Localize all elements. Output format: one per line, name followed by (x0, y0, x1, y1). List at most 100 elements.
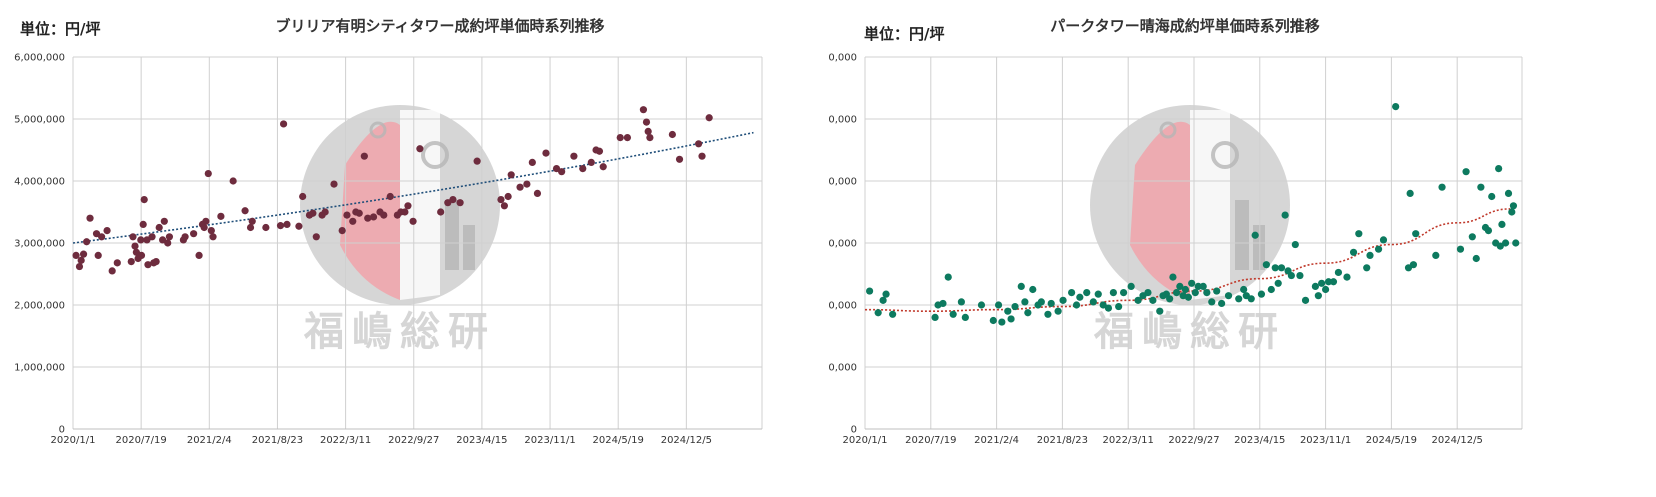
data-point (1181, 285, 1190, 294)
data-point (1409, 261, 1418, 269)
data-point (542, 149, 550, 157)
data-point (570, 152, 578, 160)
data-point (639, 106, 648, 114)
x-tick-label: 2023/4/15 (1234, 435, 1285, 446)
data-point (944, 273, 952, 281)
watermark-text: 福嶋総研 (303, 309, 496, 355)
data-point (229, 177, 237, 185)
data-point (882, 290, 890, 298)
chart-title: パークタワー晴海成約坪単価時系列推移 (1050, 17, 1319, 35)
data-point (642, 118, 651, 126)
data-point (160, 217, 168, 225)
data-point (989, 316, 997, 325)
data-point (528, 158, 536, 166)
data-point (1488, 192, 1496, 201)
y-tick-label: 4,000,000 (14, 177, 65, 188)
data-point (1512, 239, 1520, 247)
x-tick-label: 2023/11/1 (1300, 435, 1351, 446)
data-point (144, 261, 152, 269)
data-point (1017, 282, 1025, 290)
data-point (204, 169, 212, 178)
gear-icon (421, 141, 449, 169)
data-point (1156, 307, 1164, 315)
data-point (1314, 292, 1322, 300)
data-point (1127, 282, 1135, 290)
data-point (1068, 289, 1076, 297)
data-point (148, 233, 156, 241)
data-point (994, 301, 1003, 309)
data-point (1392, 103, 1400, 111)
y-tick-label: 0 (851, 425, 857, 436)
data-point (79, 250, 88, 258)
data-point (977, 301, 986, 309)
data-point (1099, 301, 1107, 309)
data-point (695, 140, 703, 148)
data-point (1104, 304, 1113, 312)
y-tick-label: 6,000,000 (828, 239, 857, 250)
x-tick-label: 2020/1/1 (843, 435, 888, 446)
data-point (1029, 285, 1037, 294)
data-point (1004, 307, 1012, 315)
data-point (623, 134, 632, 142)
data-point (1508, 208, 1516, 216)
data-point (1343, 273, 1351, 281)
data-point (103, 227, 111, 235)
data-point (1349, 248, 1358, 256)
data-point (1366, 251, 1374, 259)
data-point (1247, 295, 1255, 303)
data-point (456, 199, 464, 207)
data-point (874, 309, 882, 317)
data-point (1235, 295, 1243, 303)
data-point (497, 196, 505, 204)
data-point (449, 196, 457, 204)
data-point (1287, 271, 1295, 280)
y-tick-label: 10,000,000 (828, 115, 857, 126)
x-tick-label: 2023/11/1 (524, 435, 575, 446)
unit-label: 単位：円/坪 (864, 25, 944, 43)
data-point (155, 223, 163, 232)
data-point (283, 220, 291, 228)
data-point (1277, 264, 1286, 272)
x-tick-label: 2021/2/4 (187, 435, 232, 446)
data-point (558, 168, 566, 176)
watermark-panel (1190, 110, 1230, 300)
x-tick-label: 2020/1/1 (51, 435, 96, 446)
gear-icon (369, 121, 387, 139)
y-tick-label: 2,000,000 (828, 363, 857, 374)
data-point (1412, 230, 1420, 238)
gear-icon (1211, 141, 1239, 169)
data-point (83, 238, 91, 246)
data-point (504, 192, 512, 201)
data-point (523, 180, 531, 188)
data-point (248, 217, 256, 225)
data-point (355, 209, 363, 217)
data-point (295, 222, 303, 230)
data-point (369, 213, 378, 221)
data-point (644, 127, 652, 135)
data-point (1296, 271, 1304, 280)
data-point (209, 233, 217, 241)
data-point (129, 233, 137, 241)
data-point (961, 313, 969, 321)
data-point (1224, 292, 1233, 300)
data-point (1504, 189, 1513, 197)
trend-line (72, 131, 754, 244)
data-point (1194, 282, 1202, 290)
data-point (321, 208, 329, 216)
data-point (949, 310, 957, 318)
data-point (1044, 310, 1052, 318)
data-point (1472, 254, 1480, 263)
data-point (1011, 302, 1019, 311)
data-point (1037, 298, 1045, 306)
data-point (1047, 299, 1055, 308)
data-point (75, 262, 84, 271)
data-point (409, 217, 417, 225)
data-point (94, 251, 102, 259)
data-point (1188, 279, 1196, 287)
x-tick-label: 2022/9/27 (1168, 435, 1219, 446)
data-point (1251, 231, 1259, 239)
data-point (1509, 202, 1518, 210)
data-point (312, 233, 320, 241)
x-tick-label: 2024/5/19 (593, 435, 644, 446)
data-point (1334, 268, 1343, 277)
